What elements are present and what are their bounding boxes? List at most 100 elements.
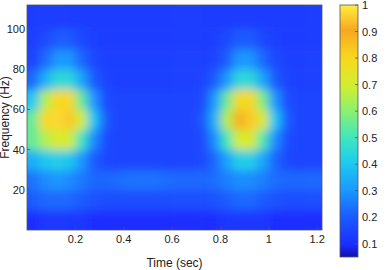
cell [269, 49, 282, 70]
cell [269, 210, 282, 230]
cell [269, 190, 282, 211]
cell [27, 150, 40, 171]
cell [160, 5, 173, 10]
cell [184, 69, 197, 90]
y-tick-label: 20 [13, 184, 25, 196]
cell [184, 9, 197, 30]
cell [208, 69, 221, 90]
y-tick [27, 109, 30, 110]
cell [220, 150, 233, 171]
cell [196, 190, 209, 211]
cell [281, 5, 294, 10]
cell [281, 29, 294, 50]
cell [317, 29, 322, 50]
colorbar-tick [355, 164, 358, 165]
cell [184, 109, 197, 130]
cell [136, 9, 149, 30]
cell [305, 89, 318, 110]
colorbar-tick-label: 0.6 [362, 105, 377, 117]
cell [281, 210, 294, 230]
cell [160, 170, 173, 191]
cell [305, 9, 318, 30]
cell [136, 170, 149, 191]
cell [269, 69, 282, 90]
cell [281, 150, 294, 171]
cell [112, 109, 125, 130]
cell [160, 49, 173, 70]
cell [233, 29, 246, 50]
cell [257, 9, 270, 30]
y-tick-label: 100 [7, 23, 25, 35]
cell [293, 109, 306, 130]
cell [39, 29, 52, 50]
x-tick [123, 227, 124, 230]
cell [100, 130, 113, 151]
cell [184, 29, 197, 50]
colorbar-tick-label: 0.4 [362, 158, 377, 170]
cell [269, 170, 282, 191]
cell [196, 150, 209, 171]
cell [281, 190, 294, 211]
cell [184, 89, 197, 110]
cell [305, 5, 318, 10]
cell [100, 49, 113, 70]
cell [220, 49, 233, 70]
cell [148, 190, 161, 211]
cell [124, 49, 137, 70]
cell [269, 5, 282, 10]
cell [27, 29, 40, 50]
cell [39, 130, 52, 151]
cell [160, 69, 173, 90]
colorbar-tick [355, 190, 358, 191]
cell [196, 69, 209, 90]
cell [124, 9, 137, 30]
cell [148, 109, 161, 130]
cell [87, 210, 100, 230]
cell [160, 150, 173, 171]
cell [148, 150, 161, 171]
x-tick-label: 1 [266, 233, 272, 245]
cell [87, 5, 100, 10]
cell [112, 210, 125, 230]
cell [233, 210, 246, 230]
cell [184, 5, 197, 10]
cell [317, 210, 322, 230]
cell [305, 170, 318, 191]
cell [39, 170, 52, 191]
cells [27, 5, 322, 230]
cell [87, 170, 100, 191]
cell [75, 109, 88, 130]
cell [124, 69, 137, 90]
cell [293, 150, 306, 171]
colorbar-tick-label: 0.5 [362, 132, 377, 144]
cell [269, 9, 282, 30]
cell [100, 89, 113, 110]
cell [87, 89, 100, 110]
cell [184, 150, 197, 171]
cell [87, 130, 100, 151]
colorbar-tick-label: 0.2 [362, 211, 377, 223]
cell [220, 170, 233, 191]
cell [293, 190, 306, 211]
cell [257, 170, 270, 191]
cell [75, 89, 88, 110]
cell [220, 190, 233, 211]
cell [317, 130, 322, 151]
cell [245, 5, 258, 10]
cell [293, 89, 306, 110]
colorbar-tick-label: 1 [362, 0, 368, 11]
colorbar-tick-label: 0.3 [362, 185, 377, 197]
cell [184, 190, 197, 211]
cell [269, 130, 282, 151]
cell [208, 9, 221, 30]
cell [293, 69, 306, 90]
cell [305, 49, 318, 70]
cell [148, 130, 161, 151]
cell [233, 190, 246, 211]
cell [184, 130, 197, 151]
cell [27, 49, 40, 70]
cell [281, 49, 294, 70]
cell [112, 170, 125, 191]
cell [160, 190, 173, 211]
cell [257, 49, 270, 70]
